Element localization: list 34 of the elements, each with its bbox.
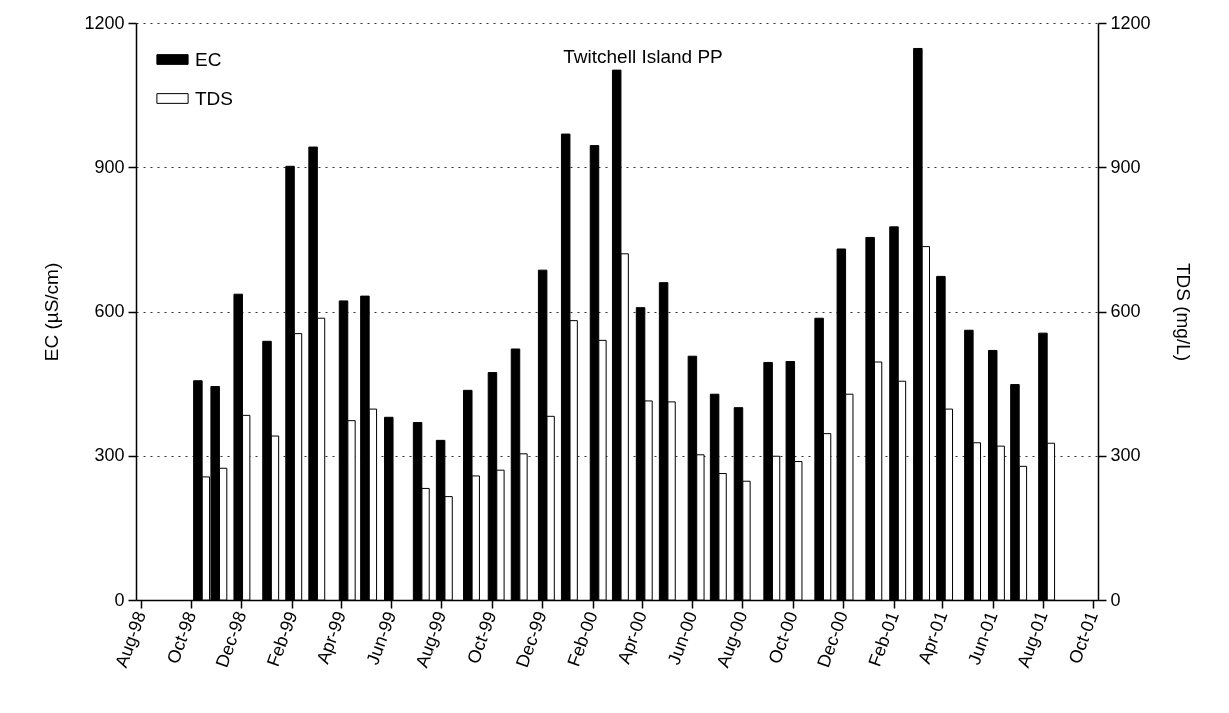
x-tick-label: Dec-99 bbox=[512, 608, 551, 671]
y2-tick-label: 300 bbox=[1110, 445, 1141, 466]
x-tick-label: Feb-99 bbox=[263, 608, 302, 670]
x-tick-label: Feb-00 bbox=[563, 608, 602, 670]
y2-tick-label: 1200 bbox=[1110, 12, 1151, 33]
y2-tick-label: 600 bbox=[1110, 301, 1141, 321]
x-tick-label: Jun-00 bbox=[663, 608, 702, 668]
legend-label: EC bbox=[195, 48, 222, 70]
y-axis-title: EC (µS/cm) bbox=[41, 262, 63, 362]
x-tick-label: Jun-99 bbox=[362, 608, 401, 668]
x-tick-label: Aug-00 bbox=[712, 608, 752, 671]
x-tick-label: Dec-98 bbox=[211, 608, 251, 671]
x-tick-label: Oct-01 bbox=[1064, 608, 1102, 667]
x-tick-label: Aug-99 bbox=[411, 608, 451, 671]
y-tick-label: 300 bbox=[94, 445, 125, 466]
x-tick-label: Apr-01 bbox=[914, 608, 952, 667]
x-tick-label: Dec-00 bbox=[813, 608, 852, 671]
y2-tick-label: 0 bbox=[1110, 589, 1121, 610]
x-tick-label: Oct-98 bbox=[162, 608, 201, 667]
x-tick-label: Aug-98 bbox=[111, 608, 150, 671]
x-tick-label: Aug-01 bbox=[1013, 608, 1052, 671]
x-tick-label: Oct-00 bbox=[764, 608, 802, 667]
y-tick-label: 900 bbox=[94, 156, 125, 177]
x-tick-label: Jun-01 bbox=[963, 608, 1002, 668]
legend-label: TDS bbox=[195, 87, 233, 109]
y-tick-label: 0 bbox=[114, 589, 125, 610]
y-tick-label: 1200 bbox=[84, 12, 125, 33]
x-tick-label: Apr-00 bbox=[613, 608, 652, 667]
y2-tick-label: 900 bbox=[1110, 156, 1141, 177]
x-tick-label: Apr-99 bbox=[312, 608, 350, 667]
annotation: Twitchell Island PP bbox=[563, 46, 723, 67]
y2-axis-title: TDS (mg/L) bbox=[1172, 262, 1194, 362]
x-tick-label: Oct-99 bbox=[463, 608, 501, 667]
y-tick-label: 600 bbox=[94, 301, 125, 321]
